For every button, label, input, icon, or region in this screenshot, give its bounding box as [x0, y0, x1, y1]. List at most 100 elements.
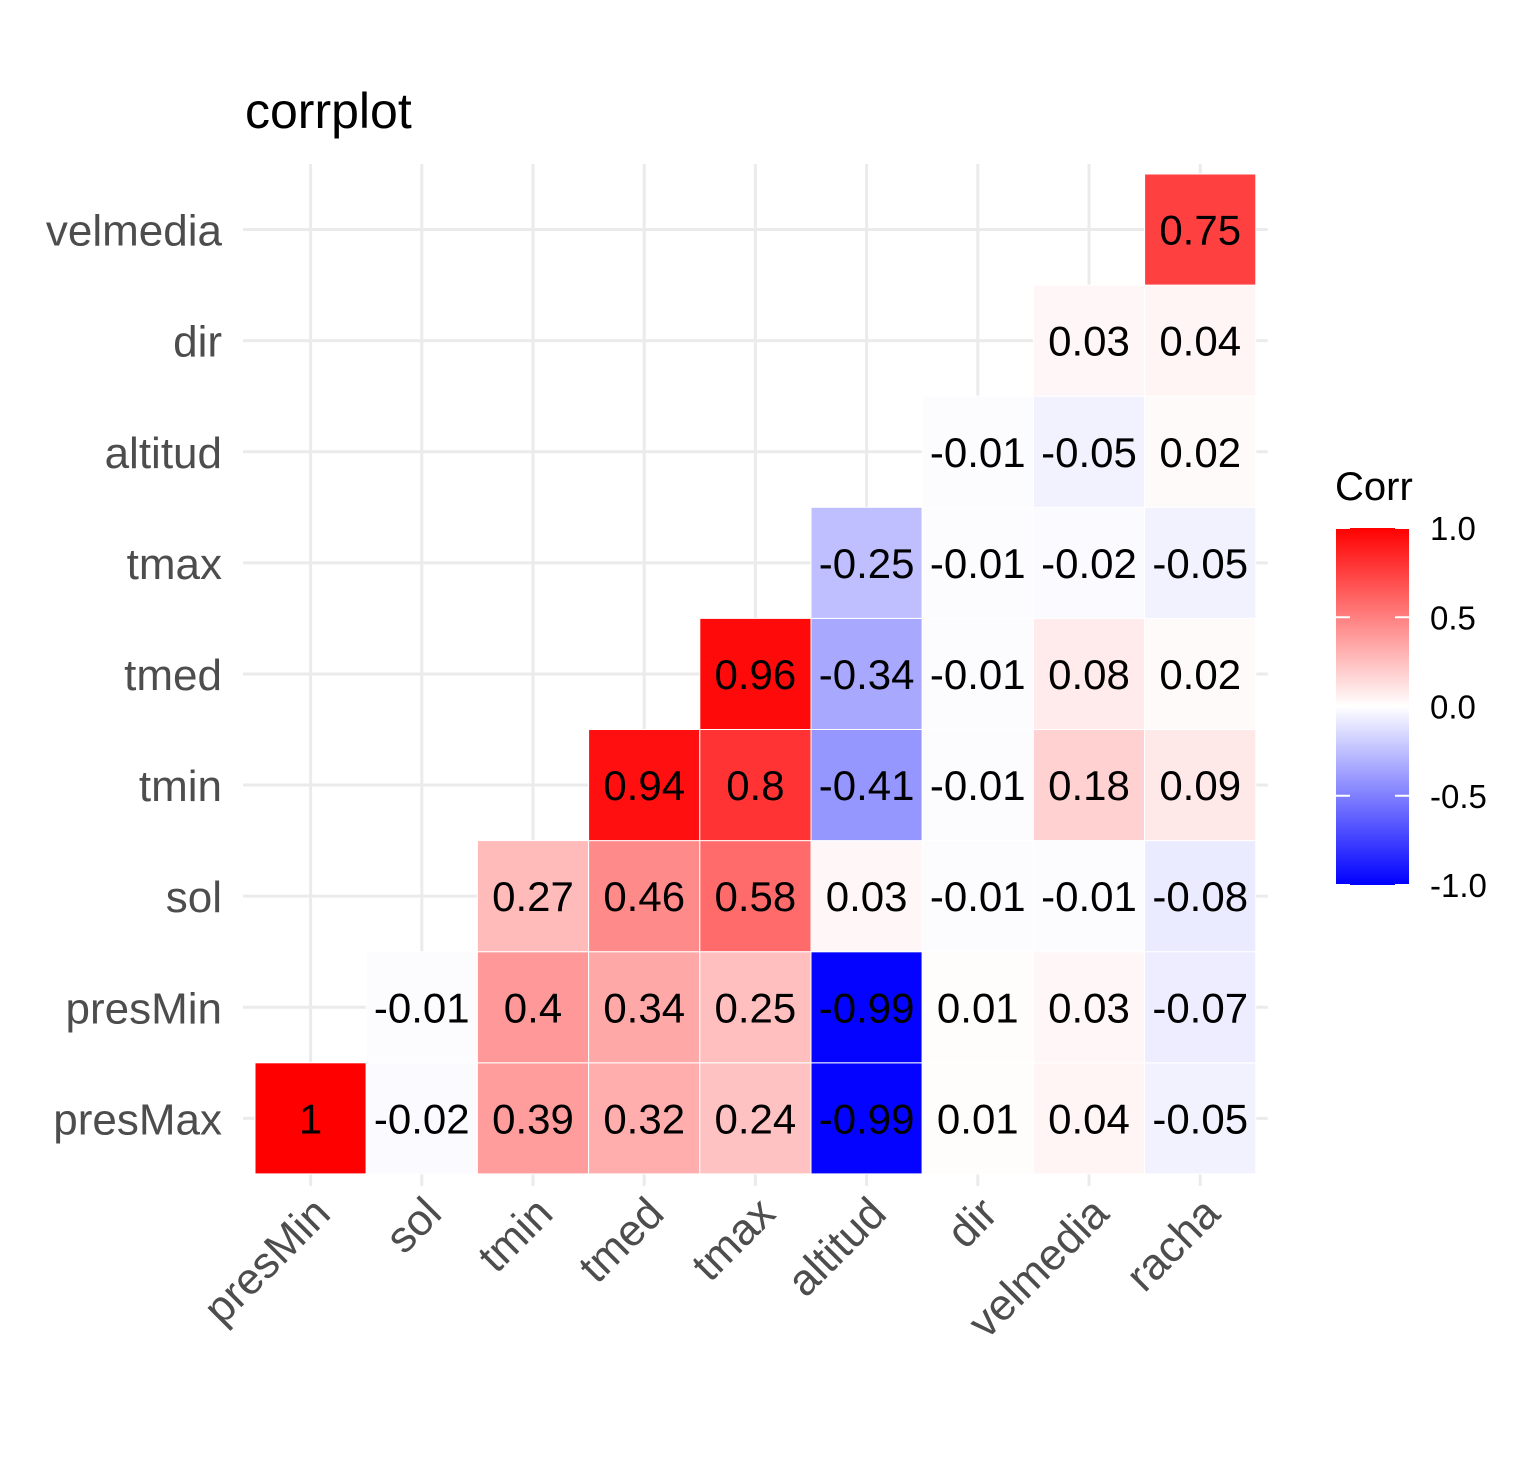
x-tick-label-altitud: altitud	[778, 1188, 896, 1306]
cell-label-altitud-sol: 0.03	[826, 873, 908, 920]
cell-dir-sol	[921, 840, 1034, 953]
cell-velmedia-tmin	[1032, 729, 1146, 842]
y-tick-label-tmin: tmin	[139, 762, 222, 811]
cell-racha-presMin	[1144, 951, 1257, 1064]
cell-label-tmed-presMax: 0.32	[603, 1095, 685, 1142]
cell-dir-altitud	[921, 395, 1034, 508]
cell-label-racha-tmed: 0.02	[1159, 651, 1241, 698]
cell-label-tmed-tmin: 0.94	[603, 762, 685, 809]
cell-label-racha-dir: 0.04	[1159, 318, 1241, 365]
cell-altitud-sol	[810, 840, 923, 953]
legend-tick-label: 0.0	[1430, 689, 1476, 726]
cell-label-tmed-presMin: 0.34	[603, 984, 685, 1031]
cell-label-velmedia-dir: 0.03	[1048, 318, 1130, 365]
cell-tmax-tmed	[699, 617, 812, 731]
legend-tick-label: -0.5	[1430, 778, 1487, 815]
cell-label-velmedia-altitud: -0.05	[1041, 429, 1137, 476]
cell-label-tmax-sol: 0.58	[715, 873, 797, 920]
cell-velmedia-altitud	[1032, 395, 1146, 508]
cell-label-dir-sol: -0.01	[930, 873, 1026, 920]
legend-title: Corr	[1335, 465, 1413, 509]
cell-label-altitud-tmin: -0.41	[819, 762, 915, 809]
cell-tmax-tmin	[699, 729, 812, 842]
cell-label-tmin-sol: 0.27	[492, 873, 574, 920]
cell-altitud-presMin	[810, 951, 923, 1064]
cell-racha-presMax	[1144, 1062, 1257, 1175]
y-tick-label-presMin: presMin	[66, 984, 223, 1033]
cell-label-altitud-tmax: -0.25	[819, 540, 915, 587]
cell-label-racha-tmin: 0.09	[1159, 762, 1241, 809]
x-tick-label-dir: dir	[938, 1188, 1007, 1257]
cell-label-racha-sol: -0.08	[1152, 873, 1248, 920]
cell-label-racha-velmedia: 0.75	[1159, 207, 1241, 254]
x-tick-label-sol: sol	[376, 1188, 450, 1262]
y-tick-label-tmed: tmed	[124, 651, 222, 700]
cell-altitud-tmax	[810, 506, 923, 619]
cell-label-dir-tmax: -0.01	[930, 540, 1026, 587]
y-axis-tick-labels: presMax presMin sol tmin tmed tmax altitud dir v…	[46, 207, 223, 1145]
x-tick-label-tmax: tmax	[682, 1188, 784, 1290]
cell-label-sol-presMax: -0.02	[374, 1095, 470, 1142]
cell-tmed-sol	[588, 840, 701, 953]
chart-title: corrplot	[245, 83, 412, 139]
cell-racha-tmin	[1144, 729, 1257, 842]
legend: Corr 1.0 0.5 0.0 -0.5 -1.0	[1335, 465, 1487, 904]
cell-dir-tmed	[921, 617, 1034, 731]
cell-label-tmax-presMax: 0.24	[715, 1095, 797, 1142]
cell-label-dir-presMin: 0.01	[937, 984, 1019, 1031]
x-tick-label-tmin: tmin	[469, 1188, 562, 1281]
cell-racha-dir	[1144, 284, 1257, 397]
cell-label-altitud-tmed: -0.34	[819, 651, 915, 698]
cell-tmin-sol	[476, 840, 590, 953]
cell-velmedia-sol	[1032, 840, 1146, 953]
cell-label-dir-presMax: 0.01	[937, 1095, 1019, 1142]
cell-label-velmedia-tmax: -0.02	[1041, 540, 1137, 587]
cell-label-tmin-presMax: 0.39	[492, 1095, 574, 1142]
cell-sol-presMin	[365, 951, 478, 1064]
cell-label-velmedia-tmed: 0.08	[1048, 651, 1130, 698]
cell-tmed-tmin	[588, 729, 701, 842]
cell-label-altitud-presMax: -0.99	[819, 1095, 915, 1142]
cell-label-tmax-tmed: 0.96	[715, 651, 797, 698]
cell-presMin-presMax	[254, 1062, 367, 1175]
y-tick-label-dir: dir	[173, 318, 222, 367]
cell-racha-velmedia	[1144, 173, 1257, 286]
cell-dir-presMax	[921, 1062, 1034, 1175]
cell-label-tmed-sol: 0.46	[603, 873, 685, 920]
cell-label-racha-presMax: -0.05	[1152, 1095, 1248, 1142]
x-tick-label-racha: racha	[1117, 1188, 1230, 1301]
cell-altitud-presMax	[810, 1062, 923, 1175]
cell-tmed-presMax	[588, 1062, 701, 1175]
cell-label-velmedia-presMin: 0.03	[1048, 984, 1130, 1031]
cell-label-tmax-presMin: 0.25	[715, 984, 797, 1031]
cell-tmin-presMin	[476, 951, 590, 1064]
cell-velmedia-tmed	[1032, 617, 1146, 731]
cell-racha-sol	[1144, 840, 1257, 953]
heatmap-cells	[254, 173, 1257, 1175]
cell-label-dir-tmin: -0.01	[930, 762, 1026, 809]
legend-tick-label: -1.0	[1430, 867, 1487, 904]
y-tick-label-altitud: altitud	[105, 429, 222, 478]
y-tick-label-presMax: presMax	[53, 1095, 222, 1144]
cell-velmedia-presMin	[1032, 951, 1146, 1064]
cell-labels: 1 -0.02 0.39 0.32 0.24 -0.99 0.01 0.04 -0.05 -0.0…	[299, 207, 1248, 1143]
cell-tmax-sol	[699, 840, 812, 953]
cell-label-presMin-presMax: 1	[299, 1095, 322, 1142]
cell-label-racha-presMin: -0.07	[1152, 984, 1248, 1031]
cell-velmedia-dir	[1032, 284, 1146, 397]
cell-label-sol-presMin: -0.01	[374, 984, 470, 1031]
legend-ticks: 1.0 0.5 0.0 -0.5 -1.0	[1336, 510, 1487, 904]
y-tick-label-tmax: tmax	[127, 540, 222, 589]
cell-label-racha-tmax: -0.05	[1152, 540, 1248, 587]
legend-tick-label: 0.5	[1430, 599, 1476, 636]
cell-altitud-tmed	[810, 617, 923, 731]
cell-altitud-tmin	[810, 729, 923, 842]
cell-label-tmax-tmin: 0.8	[726, 762, 784, 809]
cell-tmed-presMin	[588, 951, 701, 1064]
cell-label-tmin-presMin: 0.4	[504, 984, 562, 1031]
cell-label-velmedia-tmin: 0.18	[1048, 762, 1130, 809]
cell-tmax-presMin	[699, 951, 812, 1064]
cell-label-racha-altitud: 0.02	[1159, 429, 1241, 476]
cell-label-velmedia-sol: -0.01	[1041, 873, 1137, 920]
